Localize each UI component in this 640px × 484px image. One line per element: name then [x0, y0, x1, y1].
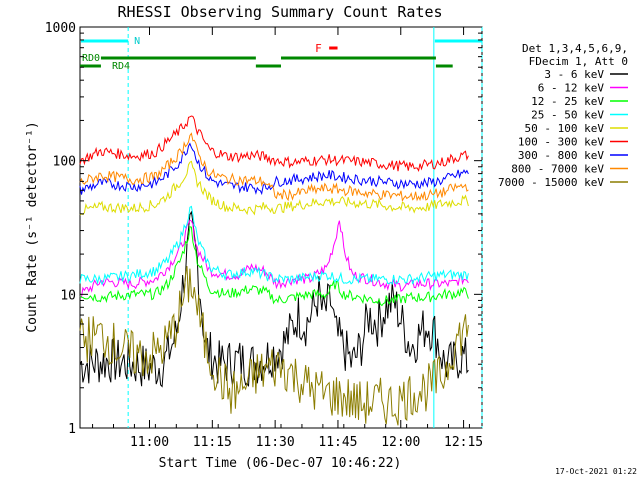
- legend-label-8: 7000 - 15000 keV: [498, 176, 604, 189]
- x-axis-label: Start Time (06-Dec-07 10:46:22): [159, 456, 402, 471]
- series-line-100-300-kev: [79, 115, 469, 172]
- legend-label-0: 3 - 6 keV: [544, 68, 604, 81]
- series-line-50-100-kev: [79, 160, 469, 216]
- rd0-label: RD0: [82, 53, 100, 64]
- legend-header-1: FDecim 1, Att 0: [529, 55, 628, 68]
- legend-label-2: 12 - 25 keV: [531, 95, 604, 108]
- plot-frame: [79, 26, 483, 429]
- legend-label-3: 25 - 50 keV: [531, 109, 604, 122]
- legend-label-6: 300 - 800 keV: [518, 149, 604, 162]
- night-label: N: [134, 36, 140, 47]
- y-tick-label-0: 1: [68, 422, 76, 437]
- x-tick-label-5: 12:15: [444, 435, 483, 450]
- attenuator-bars: RD0 RD4 F: [80, 42, 453, 72]
- y-tick-label-2: 100: [53, 155, 76, 170]
- series-line-800-7000-kev: [79, 132, 469, 202]
- rd4-label: RD4: [112, 61, 130, 72]
- chart-title: RHESSI Observing Summary Count Rates: [117, 3, 442, 21]
- series-line-7000-15000-kev: [79, 266, 469, 426]
- x-tick-label-2: 11:30: [256, 435, 295, 450]
- series-lines: [79, 115, 469, 426]
- legend-label-1: 6 - 12 keV: [538, 82, 605, 95]
- legend: Det 1,3,4,5,6,9,FDecim 1, Att 03 - 6 keV…: [498, 42, 628, 189]
- series-line-25-50-kev: [79, 205, 469, 286]
- y-tick-label-3: 1000: [45, 21, 76, 36]
- x-tick-label-0: 11:00: [130, 435, 169, 450]
- legend-label-4: 50 - 100 keV: [525, 122, 605, 135]
- series-line-6-12-kev: [79, 219, 469, 298]
- series-line-12-25-kev: [79, 226, 469, 307]
- y-axis-label: Count Rate (s⁻¹ detector⁻¹): [25, 121, 40, 332]
- legend-label-5: 100 - 300 keV: [518, 136, 604, 149]
- axis-ticks: 11:00 11:15 11:30 11:45 12:00 12:15 1 10 100 1000: [45, 21, 483, 450]
- flare-label: F: [315, 42, 322, 55]
- series-line-3-6-kev: [79, 210, 469, 388]
- x-tick-label-1: 11:15: [193, 435, 232, 450]
- date-stamp: 17-Oct-2021 01:22: [555, 467, 637, 476]
- legend-label-7: 800 - 7000 keV: [511, 163, 604, 176]
- series-line-300-800-kev: [79, 142, 469, 196]
- x-tick-label-3: 11:45: [318, 435, 357, 450]
- x-tick-label-4: 12:00: [381, 435, 420, 450]
- legend-header-0: Det 1,3,4,5,6,9,: [522, 42, 628, 55]
- y-tick-label-1: 10: [60, 288, 76, 303]
